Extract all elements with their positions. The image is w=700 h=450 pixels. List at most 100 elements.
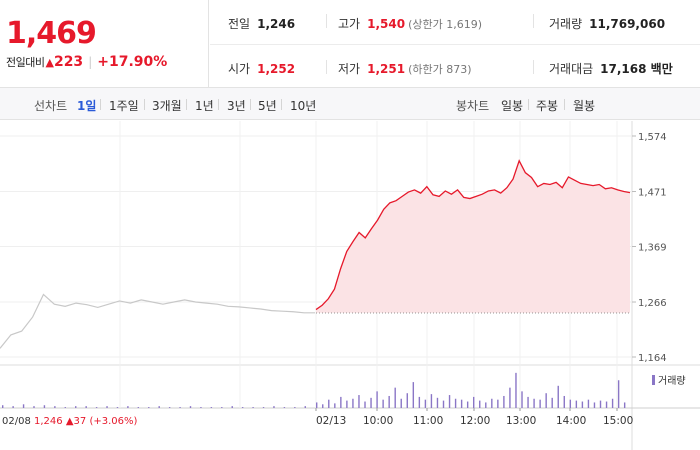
today-volume-bar (617, 380, 620, 408)
today-volume-bar (551, 397, 553, 408)
today-volume-bar (587, 399, 590, 408)
prev-day-info: 02/08 1,246 ▲37 (+3.06%) (2, 416, 138, 427)
price-chart-svg: 1,574 1,471 1,369 1,266 1,164 02/13 10:00 11:00… (0, 121, 700, 450)
today-volume-bar (436, 397, 439, 408)
prev-volume-bar (210, 407, 213, 408)
today-volume-bar (545, 393, 547, 408)
prev-volume-bar (158, 406, 160, 408)
today-volume-bar (611, 398, 614, 408)
x-tick-label: 02/13 (316, 415, 346, 427)
today-volume-bar (473, 396, 475, 408)
y-tick-label: 1,471 (638, 188, 667, 199)
period-3y-tab[interactable]: 3년 (227, 99, 246, 113)
prev-volume-bar (273, 406, 275, 408)
today-volume-bar (322, 404, 324, 408)
candle-daily-tab[interactable]: 일봉 (501, 99, 524, 113)
prev-volume-bar (43, 405, 46, 408)
change-percent: +17.90% (97, 54, 168, 70)
prev-volume-bar (294, 407, 296, 408)
y-tick-label: 1,369 (638, 243, 667, 254)
period-1y-tab[interactable]: 1년 (195, 99, 214, 113)
prev-volume-bar (95, 407, 98, 408)
today-volume-bar (466, 401, 469, 408)
period-3m-tab[interactable]: 3개월 (152, 99, 182, 113)
prev-volume-bar (75, 406, 77, 408)
prev-volume-bar (304, 406, 306, 408)
today-volume-bar (376, 391, 378, 408)
prev-volume-bar (137, 407, 140, 408)
today-area (316, 160, 630, 313)
prev-volume-bar (12, 406, 14, 408)
today-volume-bar (334, 403, 336, 408)
change-amount: 223 (53, 54, 84, 70)
prev-up-arrow-icon: ▲ (65, 416, 74, 427)
today-volume-bar (509, 387, 511, 408)
today-volume-bar (340, 396, 342, 408)
candle-chart-label: 봉차트 (456, 99, 490, 113)
prev-volume-bar (2, 405, 4, 408)
y-tick-label: 1,266 (638, 298, 667, 309)
today-volume-bar (352, 398, 354, 408)
x-tick-label: 14:00 (556, 415, 586, 427)
change-label: 전일대비 (6, 56, 45, 69)
prev-volume-bar (127, 406, 129, 408)
today-volume-bar (539, 399, 541, 408)
today-volume-bar (593, 402, 596, 408)
prev-volume-bar (168, 407, 171, 408)
period-1w-tab[interactable]: 1주일 (109, 99, 139, 113)
today-volume-bar (370, 397, 372, 408)
stat-high: 고가 1,540 (상한가 1,619) (338, 17, 482, 31)
today-volume-bar (448, 395, 451, 408)
x-tick-label: 11:00 (413, 415, 443, 427)
prev-volume-bar (200, 407, 202, 408)
current-price: 1,469 (6, 16, 97, 51)
today-volume-bar (358, 395, 360, 408)
today-volume-bar (605, 401, 608, 408)
prev-volume-bar (221, 407, 223, 408)
today-volume-bar (394, 387, 396, 408)
today-price-line (315, 159, 631, 311)
today-volume-bar (442, 400, 445, 408)
prev-volume-bar (231, 406, 233, 408)
stat-volume: 거래량 11,769,060 (549, 17, 666, 31)
price-change: 전일대비▲223 | +17.90% (6, 54, 168, 70)
prev-volume-bar (54, 406, 56, 408)
prev-volume-bar (283, 407, 286, 408)
today-volume-bar (491, 398, 493, 408)
stat-prev-close: 전일 1,246 (228, 17, 296, 31)
prev-volume-bar (241, 407, 244, 408)
today-volume-bar (557, 385, 559, 408)
quote-header: 1,469 전일대비▲223 | +17.90% 전일 1,246 고가 1,540 (상… (0, 0, 700, 88)
period-10y-tab[interactable]: 10년 (290, 99, 317, 113)
prev-volume-bar (33, 406, 35, 408)
today-volume-bar (430, 394, 433, 408)
today-volume-bar (521, 391, 523, 408)
period-1d-tab[interactable]: 1일 (77, 99, 97, 113)
candle-weekly-tab[interactable]: 주봉 (536, 99, 559, 113)
today-volume-bar (460, 399, 463, 408)
today-volume-bar (599, 400, 602, 408)
candle-monthly-tab[interactable]: 월봉 (573, 99, 596, 113)
prev-volume-bar (22, 404, 25, 408)
today-volume-bar (569, 399, 572, 408)
today-volume-bar (328, 399, 330, 408)
today-volume-bar (424, 399, 427, 408)
period-5y-tab[interactable]: 5년 (258, 99, 277, 113)
today-volume-bar (400, 398, 402, 408)
prev-volume-bar (106, 406, 108, 408)
today-volume-bar (581, 401, 584, 408)
today-volume-bar (382, 399, 384, 408)
today-volume-bar (515, 372, 517, 408)
today-volume-bar (485, 402, 487, 408)
today-volume-bar (503, 395, 505, 408)
today-volume-bar (346, 400, 348, 408)
today-volume-bar (406, 393, 408, 408)
prev-volume-bar (252, 407, 254, 408)
price-box: 1,469 전일대비▲223 | +17.90% (0, 0, 209, 88)
stat-trade-value: 거래대금 17,168 백만 (549, 62, 673, 76)
today-volume-bar (418, 396, 421, 408)
y-tick-label: 1,164 (638, 353, 667, 364)
price-chart[interactable]: 1,574 1,471 1,369 1,266 1,164 02/13 10:00 11:00… (0, 121, 700, 450)
today-volume-bar (412, 382, 415, 408)
today-volume-bar (527, 396, 529, 408)
